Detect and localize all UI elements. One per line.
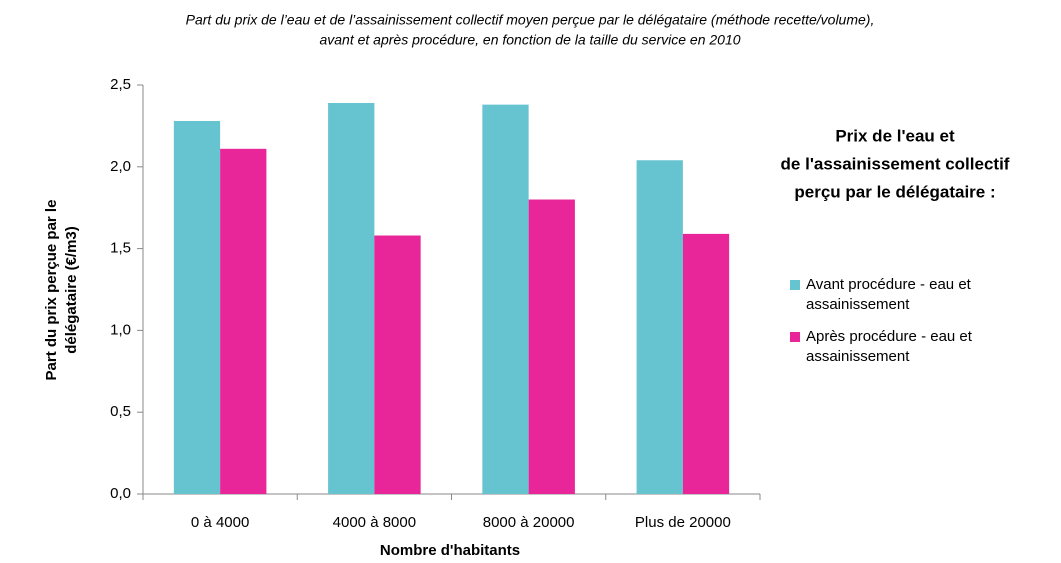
legend-label: Avant procédure - eau et assainissement xyxy=(806,276,971,313)
bar xyxy=(682,233,730,494)
bar xyxy=(482,104,529,494)
legend-title: de l'assainissement collectif xyxy=(781,154,1010,173)
chart-title: Part du prix de l’eau et de l’assainisse… xyxy=(186,12,875,28)
bar xyxy=(173,120,221,494)
x-tick-label: 0 à 4000 xyxy=(191,514,249,531)
y-axis-label: délégataire (€/m3) xyxy=(63,226,80,354)
y-tick-label: 1,5 xyxy=(110,240,131,257)
bar xyxy=(528,199,575,494)
y-tick-label: 1,0 xyxy=(110,321,131,338)
bar xyxy=(328,102,375,494)
legend-title: Prix de l'eau et xyxy=(835,126,955,145)
x-tick-label: 4000 à 8000 xyxy=(333,514,416,531)
x-tick-label: 8000 à 20000 xyxy=(483,514,575,531)
chart-title: avant et après procédure, en fonction de… xyxy=(319,32,740,48)
legend-title: perçu par le délégataire : xyxy=(794,182,995,201)
legend: Avant procédure - eau et assainissement A… xyxy=(790,275,1050,379)
legend-item: Après procédure - eau et assainissement xyxy=(790,327,1050,367)
x-tick-label: Plus de 20000 xyxy=(635,514,731,531)
bar xyxy=(220,148,267,494)
legend-label: Après procédure - eau et assainissement xyxy=(806,328,972,365)
legend-swatch xyxy=(790,332,800,342)
y-tick-label: 2,5 xyxy=(110,76,131,93)
y-tick-label: 0,5 xyxy=(110,403,131,420)
bar xyxy=(636,160,683,495)
y-tick-label: 0,0 xyxy=(110,485,131,502)
x-axis-label: Nombre d'habitants xyxy=(380,542,520,559)
bar xyxy=(374,235,421,494)
legend-item: Avant procédure - eau et assainissement xyxy=(790,275,1050,315)
legend-swatch xyxy=(790,280,800,290)
y-tick-label: 2,0 xyxy=(110,158,131,175)
y-axis-label: Part du prix perçue par le xyxy=(43,200,60,381)
